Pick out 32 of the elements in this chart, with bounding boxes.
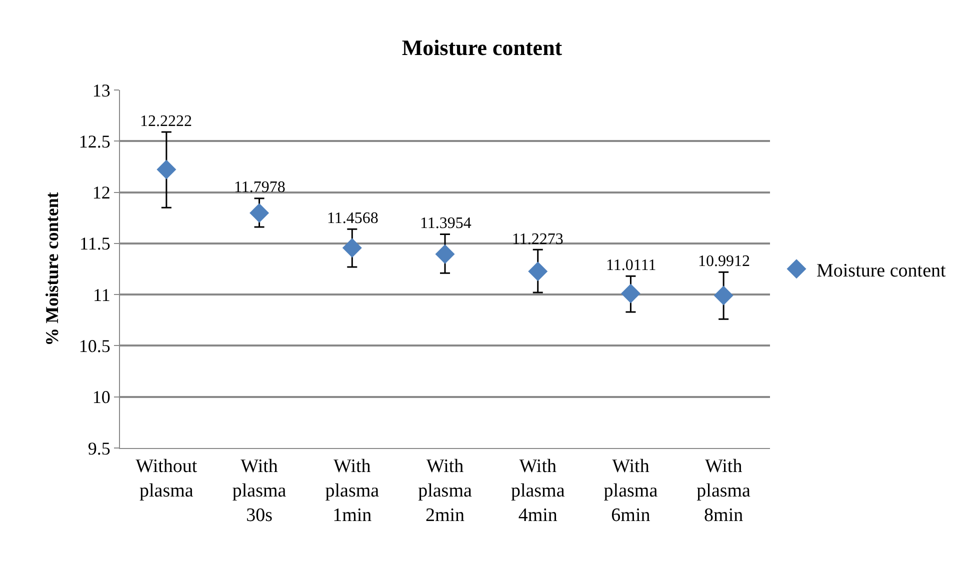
data-label: 10.9912 [698, 253, 750, 270]
x-tick-label: With plasma 2min [418, 456, 472, 526]
y-tick-label: 9.5 [88, 438, 110, 458]
point [620, 284, 640, 304]
point [714, 286, 734, 306]
point [250, 203, 270, 223]
y-tick-label: 11 [93, 284, 110, 305]
data-label: 11.2273 [512, 231, 564, 248]
x-tick-label: With plasma 4min [510, 456, 566, 526]
x-tick-label: With plasma 30s [232, 456, 287, 526]
x-tick-label: With plasma 8min [696, 456, 752, 526]
data-label: 11.7978 [234, 179, 286, 196]
y-tick-label: 11.5 [80, 234, 110, 254]
data-label: 11.4568 [327, 210, 378, 227]
x-tick-label: With plasma 6min [604, 456, 658, 526]
data-label: 11.3954 [420, 215, 472, 232]
point [528, 262, 548, 282]
chart-title: Moisture content [402, 34, 563, 60]
point [342, 238, 362, 258]
y-axis-title: % Moisture content [42, 192, 62, 346]
data-label: 11.0111 [606, 257, 656, 274]
y-tick-label: 12 [92, 182, 110, 203]
x-tick-label: Without plasma [136, 456, 198, 502]
data-label: 12.2222 [140, 113, 192, 130]
x-tick-label: With plasma 1min [325, 456, 380, 526]
point [156, 160, 176, 180]
y-tick-label: 13 [92, 80, 110, 100]
point [435, 244, 455, 264]
y-tick-label: 10.5 [78, 336, 110, 356]
y-tick-label: 12.5 [78, 131, 110, 152]
legend-label: Moisture content [816, 260, 946, 282]
y-tick-label: 10 [92, 387, 110, 408]
